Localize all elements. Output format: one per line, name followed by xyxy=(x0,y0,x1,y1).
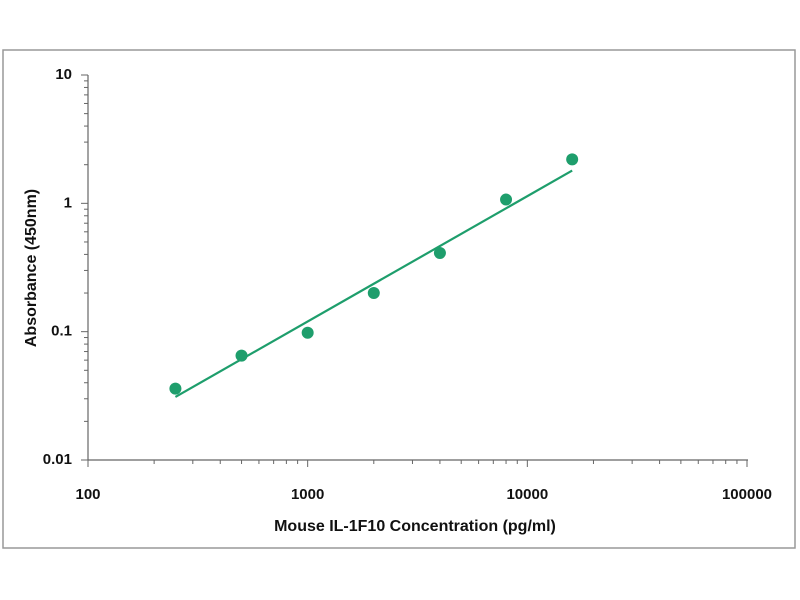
x-axis-title: Mouse IL-1F10 Concentration (pg/ml) xyxy=(274,518,556,535)
y-tick-label: 1 xyxy=(64,194,72,211)
chart-frame xyxy=(2,49,796,549)
data-point xyxy=(433,247,446,260)
data-point xyxy=(301,326,314,339)
x-tick-label: 1000 xyxy=(291,486,324,503)
x-tick-label: 100 xyxy=(75,486,100,503)
data-point xyxy=(500,193,513,206)
fit-line xyxy=(174,169,573,398)
y-tick-label: 10 xyxy=(55,66,72,83)
y-tick-label: 0.01 xyxy=(43,451,72,468)
data-point xyxy=(367,287,380,300)
x-tick-label: 100000 xyxy=(722,486,772,503)
data-point xyxy=(169,382,182,395)
data-point xyxy=(566,153,579,166)
data-point xyxy=(235,349,248,362)
y-axis-title: Absorbance (450nm) xyxy=(23,189,40,347)
y-tick-label: 0.1 xyxy=(51,323,72,340)
x-tick-label: 10000 xyxy=(506,486,548,503)
